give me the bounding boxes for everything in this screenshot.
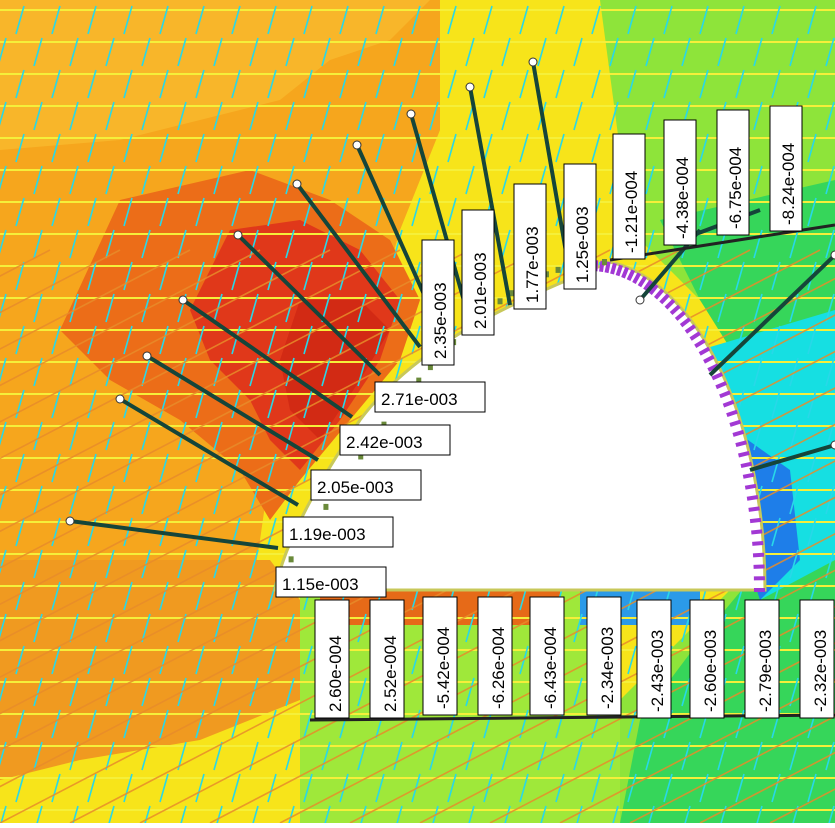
displacement-label: 1.77e-003 xyxy=(514,184,546,309)
svg-text:-6.26e-004: -6.26e-004 xyxy=(489,627,508,709)
liner-segment xyxy=(751,531,762,532)
circle-end-icon xyxy=(466,83,474,91)
displacement-label: -2.32e-003 xyxy=(800,600,834,718)
svg-text:-2.32e-003: -2.32e-003 xyxy=(811,630,830,712)
svg-text:-4.38e-004: -4.38e-004 xyxy=(673,157,692,239)
svg-text:2.71e-003: 2.71e-003 xyxy=(381,390,458,409)
circle-end-icon xyxy=(353,141,361,149)
displacement-label: -2.60e-003 xyxy=(690,600,724,718)
liner-segment xyxy=(750,520,761,521)
circle-end-icon xyxy=(116,395,124,403)
circle-end-icon xyxy=(66,517,74,525)
svg-text:-5.42e-004: -5.42e-004 xyxy=(434,627,453,709)
liner-segment xyxy=(743,475,754,477)
displacement-label: 1.15e-003 xyxy=(276,567,386,597)
displacement-label: -6.26e-004 xyxy=(478,597,512,715)
liner-segment xyxy=(749,508,760,509)
svg-text:2.52e-004: 2.52e-004 xyxy=(381,635,400,712)
liner-segment xyxy=(498,298,503,304)
svg-text:2.05e-003: 2.05e-003 xyxy=(317,478,394,497)
liner-segment xyxy=(323,504,328,510)
svg-text:-2.34e-003: -2.34e-003 xyxy=(598,627,617,709)
displacement-label: 2.35e-003 xyxy=(422,240,454,365)
svg-text:-1.21e-004: -1.21e-004 xyxy=(622,171,641,253)
circle-end-icon xyxy=(234,231,242,239)
displacement-label: -6.75e-004 xyxy=(717,110,749,235)
displacement-label: -2.43e-003 xyxy=(637,600,671,718)
circle-end-icon xyxy=(179,296,187,304)
svg-text:-6.43e-004: -6.43e-004 xyxy=(541,627,560,709)
displacement-label: 2.05e-003 xyxy=(311,470,421,500)
svg-text:1.19e-003: 1.19e-003 xyxy=(289,525,366,544)
svg-text:2.60e-004: 2.60e-004 xyxy=(326,635,345,712)
displacement-label: 2.52e-004 xyxy=(370,600,404,718)
svg-text:1.25e-003: 1.25e-003 xyxy=(573,206,592,283)
liner-segment xyxy=(753,555,764,556)
liner-segment xyxy=(602,259,607,265)
circle-end-icon xyxy=(529,58,537,66)
liner-segment xyxy=(556,267,561,273)
displacement-label: 1.19e-003 xyxy=(283,517,393,547)
svg-text:1.15e-003: 1.15e-003 xyxy=(282,575,359,594)
displacement-label: -2.34e-003 xyxy=(587,597,621,715)
circle-end-icon xyxy=(407,110,415,118)
displacement-label: -4.38e-004 xyxy=(664,120,696,245)
svg-text:-2.60e-003: -2.60e-003 xyxy=(701,630,720,712)
svg-text:2.35e-003: 2.35e-003 xyxy=(431,282,450,359)
displacement-label: 2.01e-003 xyxy=(462,210,494,335)
displacement-label: 2.42e-003 xyxy=(340,425,450,455)
svg-text:-8.24e-004: -8.24e-004 xyxy=(779,143,798,225)
displacement-label: -5.42e-004 xyxy=(423,597,457,715)
displacement-label: -6.43e-004 xyxy=(530,597,564,715)
svg-text:-2.79e-003: -2.79e-003 xyxy=(756,630,775,712)
liner-segment xyxy=(738,453,749,456)
circle-end-icon xyxy=(143,352,151,360)
svg-text:1.77e-003: 1.77e-003 xyxy=(523,226,542,303)
displacement-label: 2.71e-003 xyxy=(375,382,485,412)
circle-end-icon xyxy=(831,441,835,449)
circle-end-icon xyxy=(831,251,835,259)
liner-segment xyxy=(752,543,763,544)
liner-segment xyxy=(612,263,615,274)
svg-text:-2.43e-003: -2.43e-003 xyxy=(648,630,667,712)
displacement-label: -8.24e-004 xyxy=(770,106,802,231)
circle-end-icon xyxy=(636,296,644,304)
liner-segment xyxy=(289,556,294,562)
svg-text:2.42e-003: 2.42e-003 xyxy=(346,433,423,452)
displacement-label: -1.21e-004 xyxy=(613,134,645,259)
liner-segment xyxy=(741,464,752,466)
displacement-label: 2.60e-004 xyxy=(315,600,349,718)
liner-segment xyxy=(747,497,758,499)
liner-segment xyxy=(745,486,756,488)
liner-segment xyxy=(736,442,747,445)
svg-text:-6.75e-004: -6.75e-004 xyxy=(726,147,745,229)
displacement-label: -2.79e-003 xyxy=(745,600,779,718)
circle-end-icon xyxy=(293,180,301,188)
displacement-label: 1.25e-003 xyxy=(564,164,596,289)
svg-text:2.01e-003: 2.01e-003 xyxy=(471,252,490,329)
